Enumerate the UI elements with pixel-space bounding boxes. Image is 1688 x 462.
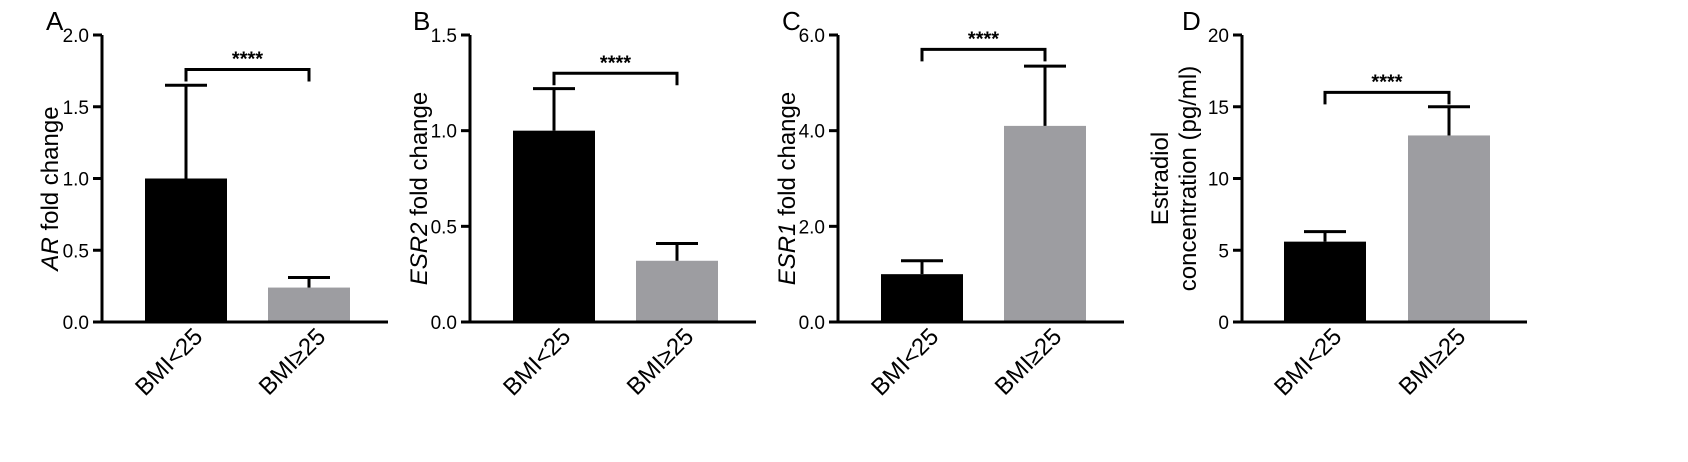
y-tick-label: 6.0 (799, 26, 825, 47)
y-axis-label: Estradiol (1147, 132, 1174, 225)
y-axis-label-text: fold change (774, 92, 801, 223)
bar-bmi-25-or-more (1004, 125, 1086, 322)
chart-panel-a: A 0.0 0.5 1.0 1.5 2.0 BMI<25 BMI≥25 **** AR fold … (37, 6, 388, 401)
significance-label: **** (600, 52, 631, 74)
y-tick-label: 0.0 (431, 313, 457, 334)
significance-bracket (1323, 90, 1451, 105)
y-tick-label: 20 (1208, 26, 1229, 47)
bar-bmi-25-or-more (268, 287, 350, 322)
y-axis-label-text: fold change (37, 106, 64, 237)
y-axis-label: AR fold change (37, 106, 64, 272)
y-tick-label: 0.0 (63, 313, 89, 334)
y-tick-label: 2.0 (63, 26, 89, 47)
error-bar (533, 87, 575, 131)
y-axis-label: ESR2 fold change (406, 92, 433, 285)
error-bar (1024, 64, 1066, 126)
significance-label: **** (1371, 71, 1402, 93)
y-tick-label: 0.5 (63, 241, 89, 262)
bar-bmi-under-25 (513, 130, 595, 322)
error-bar (1304, 230, 1346, 242)
y-tick-label: 0.0 (799, 313, 825, 334)
panel-label: A (46, 6, 64, 36)
significance-label: **** (232, 48, 263, 70)
x-tick-label: BMI<25 (1269, 323, 1347, 401)
y-tick-label: 1.0 (63, 170, 89, 191)
x-tick-label: BMI<25 (498, 323, 576, 401)
chart-panel-d: D 0 5 10 15 20 BMI<25 BMI≥25 **** Estradiol concen… (1147, 6, 1527, 401)
y-tick-label: 1.0 (431, 122, 457, 143)
y-axis-label-gene: AR (37, 237, 64, 272)
panel-label: D (1182, 6, 1201, 36)
y-tick-label: 1.5 (63, 98, 89, 119)
error-bar (165, 83, 207, 179)
significance-bracket (920, 47, 1047, 62)
y-tick-label: 5 (1218, 241, 1229, 262)
bar-bmi-under-25 (881, 274, 963, 322)
x-tick-label: BMI≥25 (622, 323, 699, 400)
significance-bracket (552, 71, 679, 86)
panel-label: C (782, 6, 801, 36)
y-tick-label: 4.0 (799, 122, 825, 143)
error-bar (1428, 105, 1470, 136)
x-tick-label: BMI<25 (130, 323, 208, 401)
y-tick-label: 0 (1218, 313, 1229, 334)
panel-label: B (413, 6, 430, 36)
x-tick-label: BMI<25 (866, 323, 944, 401)
y-tick-label: 0.5 (431, 217, 457, 238)
y-tick-label: 10 (1208, 170, 1229, 191)
x-tick-label: BMI≥25 (990, 323, 1067, 400)
y-axis-label: ESR1 fold change (774, 92, 801, 285)
significance-label: **** (968, 28, 999, 50)
x-tick-label: BMI≥25 (254, 323, 331, 400)
y-tick-label: 15 (1208, 98, 1229, 119)
y-axis-label: concentration (pg/ml) (1175, 66, 1202, 291)
y-axis-label-gene: ESR2 (406, 223, 433, 286)
error-bar (288, 276, 330, 288)
y-axis-label-gene: ESR1 (774, 223, 801, 286)
bar-bmi-25-or-more (1408, 135, 1490, 322)
y-tick-label: 2.0 (799, 217, 825, 238)
chart-panel-c: C 0.0 2.0 4.0 6.0 BMI<25 BMI≥25 **** ESR1 fold c… (774, 6, 1124, 401)
bar-bmi-under-25 (1284, 241, 1366, 322)
significance-bracket (184, 67, 311, 82)
y-axis-label-text: fold change (406, 92, 433, 223)
chart-panel-b: B 0.0 0.5 1.0 1.5 BMI<25 BMI≥25 **** ESR2 fold c… (406, 6, 756, 401)
x-tick-label: BMI≥25 (1394, 323, 1471, 400)
error-bar (901, 259, 943, 275)
error-bar (656, 242, 698, 261)
y-tick-label: 1.5 (431, 26, 457, 47)
bar-bmi-under-25 (145, 178, 227, 322)
bar-bmi-25-or-more (636, 260, 718, 322)
